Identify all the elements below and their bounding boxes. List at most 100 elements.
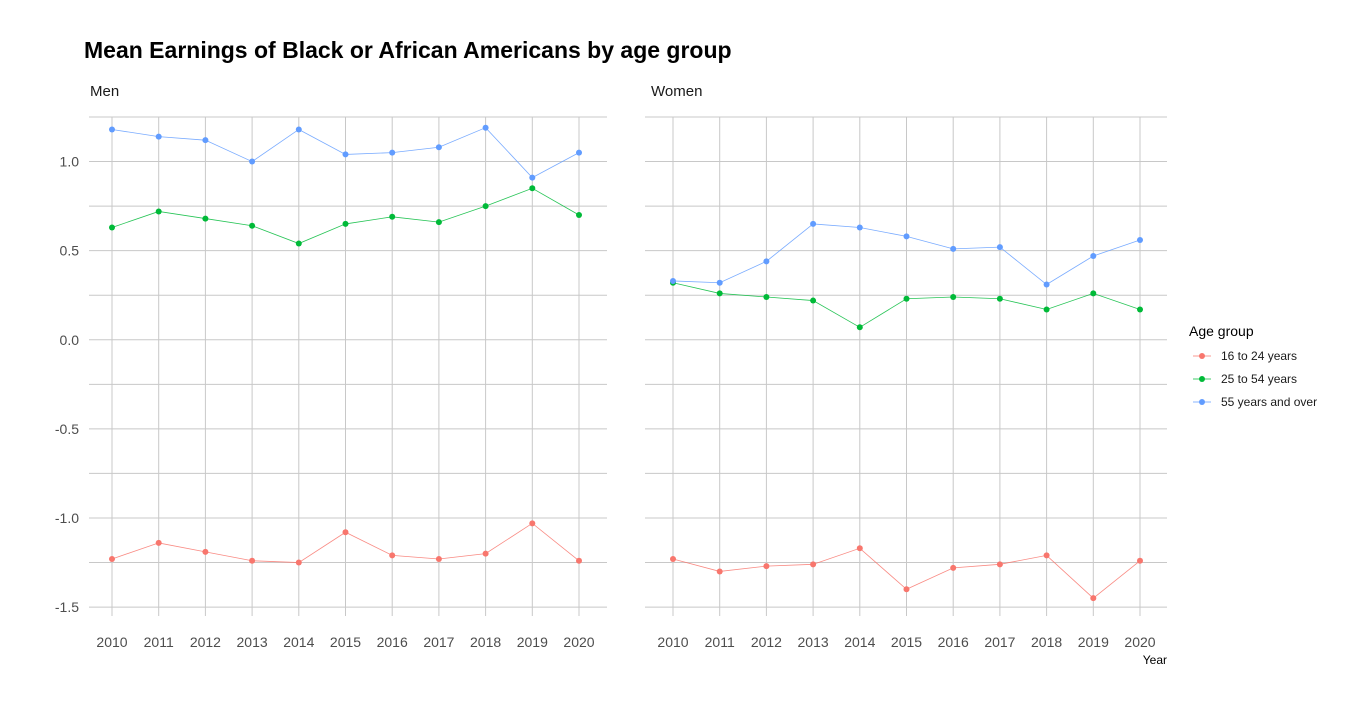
data-point: [342, 151, 349, 158]
data-point: [856, 545, 863, 552]
data-point: [1043, 306, 1050, 313]
panel-grid: [645, 116, 1167, 616]
x-tick-label: 2020: [1124, 634, 1155, 650]
data-point: [342, 220, 349, 227]
data-point: [716, 290, 723, 297]
x-tick-label: 2019: [1078, 634, 1109, 650]
data-point: [249, 158, 256, 165]
data-point: [529, 520, 536, 527]
data-point: [1090, 595, 1097, 602]
data-point: [109, 126, 115, 133]
data-point: [903, 233, 910, 240]
x-tick-label: 2015: [330, 634, 361, 650]
panel-label-men: Men: [90, 83, 119, 100]
data-point: [295, 559, 302, 566]
data-point: [435, 219, 442, 226]
x-tick-label: 2018: [1031, 634, 1062, 650]
data-point: [670, 277, 676, 284]
data-point: [996, 244, 1003, 251]
data-point: [155, 208, 162, 215]
data-point: [810, 561, 817, 568]
x-tick-label: 2011: [705, 634, 735, 650]
legend-label: 25 to 54 years: [1221, 372, 1297, 386]
panel-women: Women 2010 2011 2012 2013 2014 2015 2016 2017 20…: [645, 83, 1167, 650]
data-point: [903, 586, 910, 593]
legend-title: Age group: [1189, 323, 1254, 339]
legend-label: 16 to 24 years: [1221, 349, 1297, 363]
data-point: [670, 555, 676, 562]
data-point: [482, 550, 489, 557]
y-tick-label: 1.0: [60, 154, 80, 170]
data-point: [576, 149, 582, 156]
data-point: [482, 203, 489, 210]
data-point: [1137, 306, 1143, 313]
legend-entry: 16 to 24 years: [1193, 349, 1297, 363]
y-tick-label: -1.0: [55, 510, 79, 526]
data-point: [950, 245, 957, 252]
y-tick-label: -1.5: [55, 599, 79, 615]
x-tick-label: 2011: [144, 634, 174, 650]
x-tick-label: 2014: [283, 634, 314, 650]
y-tick-label: 0.5: [60, 243, 80, 259]
data-point: [435, 144, 442, 151]
data-point: [109, 555, 115, 562]
series-25-to-54-years: [670, 279, 1143, 331]
x-tick-label: 2016: [377, 634, 408, 650]
legend-entry: 55 years and over: [1193, 395, 1317, 409]
x-tick-label: 2019: [517, 634, 548, 650]
x-tick-label: 2015: [891, 634, 922, 650]
data-point: [1090, 253, 1097, 260]
data-point: [295, 240, 302, 247]
data-point: [155, 539, 162, 546]
data-point: [529, 185, 536, 192]
data-point: [1043, 552, 1050, 559]
data-point: [810, 297, 817, 304]
chart-title: Mean Earnings of Black or African Americ…: [84, 37, 732, 63]
data-point: [1137, 557, 1143, 564]
panel-men: Men 2010 2011 2012 2013 2014 2015 2016 2017 2018…: [55, 83, 607, 650]
x-tick-label: 2018: [470, 634, 501, 650]
data-point: [856, 224, 863, 231]
x-tick-label: 2010: [96, 634, 127, 650]
data-point: [996, 295, 1003, 302]
data-point: [435, 555, 442, 562]
data-point: [996, 561, 1003, 568]
data-point: [576, 557, 582, 564]
data-point: [950, 564, 957, 571]
x-tick-label: 2010: [657, 634, 688, 650]
panel-grid: [89, 116, 607, 616]
data-point: [716, 279, 723, 286]
data-point: [950, 293, 957, 300]
series-55-years-and-over: [109, 124, 582, 181]
data-point: [202, 215, 209, 222]
data-point: [482, 124, 489, 131]
data-point: [389, 552, 396, 559]
data-point: [903, 295, 910, 302]
series-16-to-24-years: [670, 545, 1143, 602]
x-tick-label: 2012: [751, 634, 782, 650]
x-tick-label: 2014: [844, 634, 875, 650]
data-point: [202, 548, 209, 555]
x-tick-label: 2017: [423, 634, 454, 650]
legend-key-point: [1199, 399, 1205, 405]
data-point: [249, 222, 256, 229]
data-point: [155, 133, 162, 140]
x-axis-title: Year: [1143, 653, 1167, 667]
x-tick-label: 2020: [563, 634, 594, 650]
x-tick-label: 2017: [984, 634, 1015, 650]
legend-label: 55 years and over: [1221, 395, 1317, 409]
panel-label-women: Women: [651, 83, 702, 100]
data-point: [810, 220, 817, 227]
data-point: [295, 126, 302, 133]
data-point: [763, 563, 770, 570]
x-tick-label: 2012: [190, 634, 221, 650]
legend-entry: 25 to 54 years: [1193, 372, 1297, 386]
data-point: [529, 174, 536, 181]
series-25-to-54-years: [109, 185, 582, 247]
data-point: [1043, 281, 1050, 288]
data-point: [202, 137, 209, 144]
data-point: [1090, 290, 1097, 297]
series-16-to-24-years: [109, 520, 582, 566]
series-55-years-and-over: [670, 220, 1143, 288]
